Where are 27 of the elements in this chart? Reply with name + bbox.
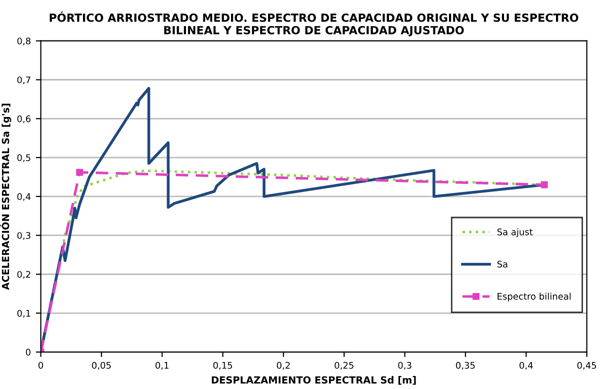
x-tick-label: 0,45 bbox=[577, 362, 596, 370]
y-tick-label: 0 bbox=[26, 348, 30, 356]
x-tick-label: 0,25 bbox=[334, 362, 354, 370]
chart-title: PÓRTICO ARRIOSTRADO MEDIO. ESPECTRO DE CAPACIDAD ORIGINAL Y SU ESPECTRO BILINEAL Y ESPECTRO DE CAPACIDAD AJUSTADO bbox=[50, 11, 578, 36]
y-axis-title: ACELERACIÓN ESPECTRAL Sa [g's] bbox=[0, 104, 12, 290]
x-tick-label: 0,05 bbox=[92, 362, 111, 370]
y-tick-label: 0,1 bbox=[17, 310, 30, 318]
y-tick-label: 0,5 bbox=[17, 154, 30, 162]
legend-label: Sa ajust bbox=[497, 228, 533, 238]
x-axis-title: DESPLAZAMIENTO ESPECTRAL Sd [m] bbox=[212, 376, 416, 385]
legend-label: Sa bbox=[497, 260, 508, 268]
y-tick-label: 0,8 bbox=[17, 38, 30, 46]
point bbox=[76, 168, 84, 176]
x-tick-label: 0,4 bbox=[520, 362, 533, 370]
y-tick-label: 0,7 bbox=[17, 76, 30, 84]
x-tick-label: 0,1 bbox=[156, 362, 168, 370]
x-tick-label: 0,35 bbox=[456, 362, 475, 370]
y-tick-label: 0,2 bbox=[17, 270, 30, 279]
point bbox=[540, 181, 548, 188]
x-tick-label: 0,2 bbox=[276, 362, 290, 370]
legend-label: Espectro bilineal bbox=[498, 292, 571, 302]
y-tick-label: 0,6 bbox=[17, 115, 31, 124]
y-tick-label: 0,4 bbox=[17, 193, 31, 201]
x-tick-label: 0 bbox=[38, 362, 44, 369]
x-tick-label: 0,15 bbox=[213, 362, 232, 370]
x-tick-label: 0,3 bbox=[398, 362, 412, 370]
y-tick-label: 0,3 bbox=[17, 232, 30, 240]
